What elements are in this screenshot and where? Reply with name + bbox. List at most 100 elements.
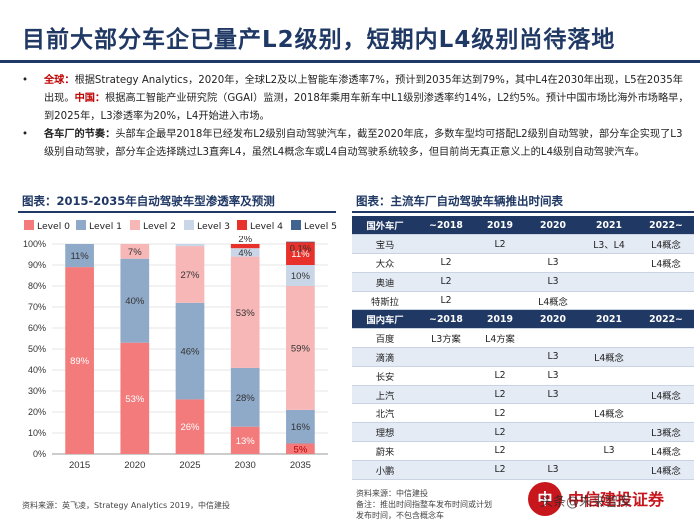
data-label: 53% [125, 394, 145, 405]
table-row: 蔚来 L2 L3 L4概念 [352, 441, 694, 461]
table-cell [580, 328, 638, 349]
data-label: 4% [238, 248, 252, 259]
table-cell: L3 [526, 272, 580, 292]
table-cell: L4概念 [638, 234, 694, 255]
table-cell: 2021 [580, 216, 638, 236]
bar-segment [286, 443, 315, 454]
data-label: 5% [294, 444, 308, 455]
legend-item-level3: Level 3 [184, 220, 230, 232]
legend-swatch [184, 220, 194, 230]
x-tick-label: 2030 [235, 460, 256, 471]
bar-segment [230, 244, 260, 249]
table-cell [580, 291, 638, 311]
data-label: 16% [291, 422, 311, 433]
bullet-text-automakers: 头部车企最早2018年已经发布L2级别自动驾驶汽车，截至2020年底，多数车型均… [44, 129, 683, 158]
legend-label: Level 3 [197, 221, 231, 232]
title-rule [0, 60, 700, 63]
table-cell: L3 [526, 253, 580, 273]
table-cell: 百度 [352, 328, 418, 349]
table-cell: L4概念 [638, 253, 694, 273]
table-cell: L3、L4 [580, 234, 638, 255]
table-row: 长安 L2 L3 [352, 366, 694, 386]
table-cell [474, 347, 526, 367]
table-cell: 奥迪 [352, 272, 418, 292]
stacked-bar-chart: 0% 10% 20% 30% 40% 50% 60% 70% 80% 90% 100% 89% 11% 2… [23, 236, 328, 471]
bullet-text-china: 根据高工智能产业研究院（GGAI）监测，2018年乘用车新车中L1级别渗透率约1… [44, 93, 689, 122]
bar-segment [120, 244, 150, 259]
table-cell: L2 [418, 253, 474, 273]
table-cell [638, 328, 694, 349]
bullet-automakers: • 各车厂的节奏：头部车企最早2018年已经发布L2级别自动驾驶汽车，截至202… [22, 126, 690, 162]
table-cell: L2 [474, 234, 526, 255]
table-cell: L2 [418, 291, 474, 311]
table-cell: 特斯拉 [352, 291, 418, 311]
bullet-dot: • [22, 129, 29, 140]
legend-label: Level 4 [250, 221, 284, 232]
y-tick-label: 60% [28, 323, 46, 333]
x-tick-label: 2015 [69, 460, 90, 471]
table-cell: ~2018 [418, 309, 474, 330]
legend-item-level1: Level 1 [76, 220, 122, 232]
data-label: 10% [291, 271, 311, 282]
y-tick-label: 90% [28, 260, 46, 270]
data-label: 2% [238, 236, 252, 245]
data-label: 7% [128, 247, 142, 258]
table-cell: 2020 [526, 309, 580, 330]
legend-label: Level 5 [304, 221, 338, 232]
table-cell: 2022~ [638, 216, 694, 236]
table-cell: L4概念 [638, 441, 694, 461]
legend-label: Level 0 [37, 221, 71, 232]
table-cell: L3 [526, 366, 580, 386]
x-tick-label: 2020 [124, 460, 145, 471]
chart-title-rule [18, 211, 336, 213]
table-cell [418, 403, 474, 424]
table-cell: L4概念 [580, 347, 638, 367]
table-cell: 宝马 [352, 234, 418, 255]
table-cell [418, 366, 474, 386]
table-cell [638, 347, 694, 367]
data-label: 0.1% [290, 244, 312, 255]
table-cell: 小鹏 [352, 460, 418, 480]
table-cell [418, 385, 474, 405]
table-cell: 北汽 [352, 403, 418, 424]
y-tick-label: 70% [28, 302, 46, 312]
table-cell: 2021 [580, 309, 638, 330]
table-cell [526, 403, 580, 424]
table-cell [418, 347, 474, 367]
data-label: 40% [125, 296, 145, 307]
bar-segment [230, 256, 260, 368]
table-cell [638, 291, 694, 311]
y-tick-label: 20% [28, 407, 46, 417]
table-header-domestic: 国内车厂 ~2018 2019 2020 2021 2022~ [352, 309, 694, 330]
legend-item-level0: Level 0 [24, 220, 70, 232]
table-cell: L2 [474, 403, 526, 424]
y-tick-label: 40% [28, 365, 46, 375]
bar-segment [230, 367, 260, 427]
bar-segment [230, 248, 260, 257]
data-label: 59% [291, 343, 311, 354]
table-cell: L3 [526, 347, 580, 367]
table-row: 上汽 L2 L3 L4概念 [352, 385, 694, 405]
bar-segment [286, 241, 315, 243]
bullet-keyword-china: 中国： [74, 93, 106, 104]
table-cell: L2 [474, 441, 526, 461]
y-tick-label: 100% [23, 239, 46, 249]
legend-swatch [130, 220, 140, 230]
data-label: 26% [180, 422, 200, 433]
data-label: 28% [236, 393, 256, 404]
table-row: 宝马 L2 L3、L4 L4概念 [352, 234, 694, 255]
table-cell: 蔚来 [352, 441, 418, 461]
table-cell: 长安 [352, 366, 418, 386]
page-title: 目前大部分车企已量产L2级别，短期内L4级别尚待落地 [22, 27, 616, 53]
chart-title: 图表：2015-2035年自动驾驶车型渗透率及预测 [22, 194, 275, 208]
bar-segment [120, 342, 150, 454]
brand-logo-mark: 中 [528, 482, 562, 516]
legend-swatch [24, 220, 34, 230]
legend-item-level2: Level 2 [130, 220, 176, 232]
bar-segment [286, 409, 315, 444]
table-cell [418, 460, 474, 480]
table-cell: 滴滴 [352, 347, 418, 367]
bar-segment [65, 267, 94, 454]
bar-segment [286, 265, 315, 286]
bar-segment [175, 399, 205, 454]
